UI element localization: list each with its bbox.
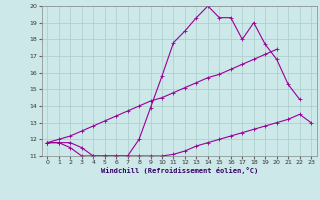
X-axis label: Windchill (Refroidissement éolien,°C): Windchill (Refroidissement éolien,°C) — [100, 167, 258, 174]
